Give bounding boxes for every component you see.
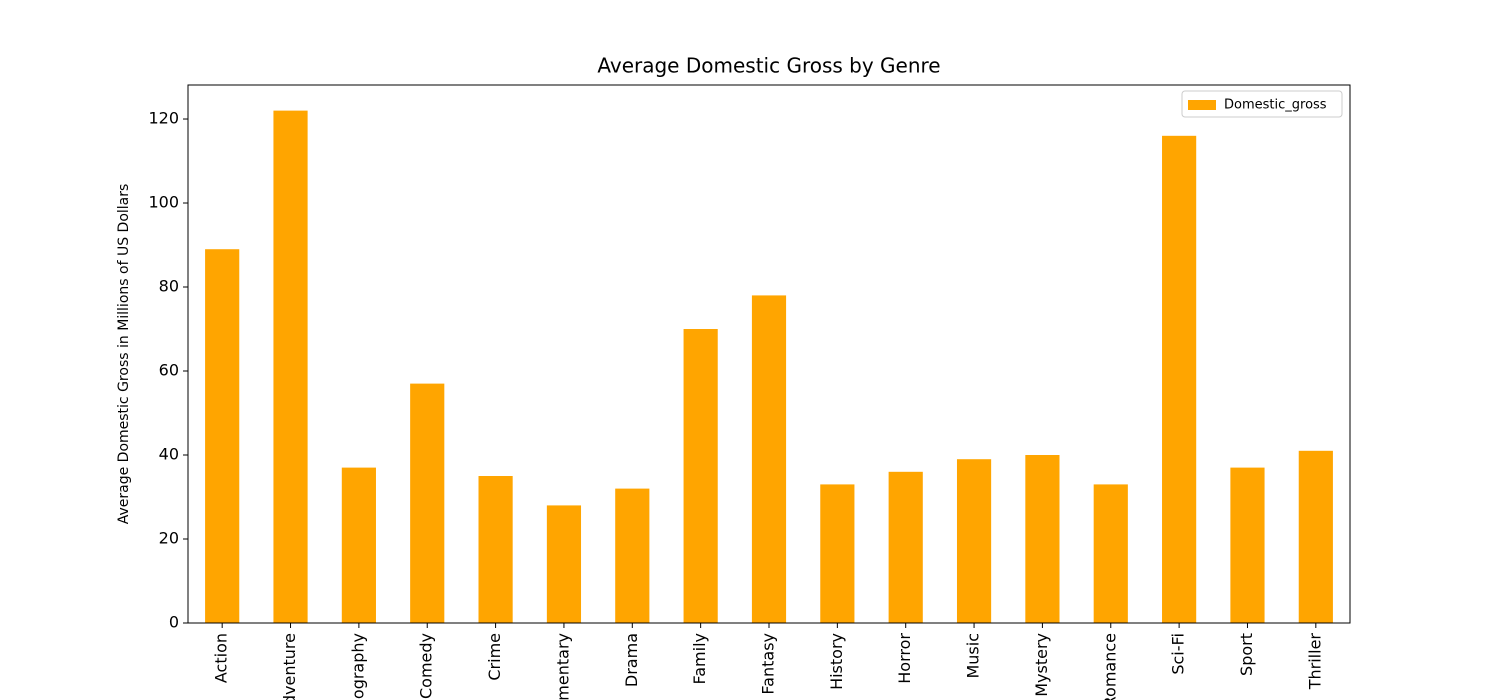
bar xyxy=(820,484,855,623)
y-tick-label: 80 xyxy=(159,277,179,296)
plot-frame xyxy=(187,84,1351,624)
y-tick-label: 0 xyxy=(169,613,179,632)
x-tick-label: Biography xyxy=(348,633,367,700)
x-tick-label: Thriller xyxy=(1305,633,1324,691)
x-tick-label: Adventure xyxy=(280,633,299,700)
bar xyxy=(1025,455,1060,623)
bar xyxy=(888,471,923,623)
y-tick-label: 100 xyxy=(148,193,179,212)
bar xyxy=(683,329,718,623)
legend-swatch xyxy=(1188,100,1216,110)
bar xyxy=(1230,467,1265,623)
legend-box xyxy=(1181,90,1343,118)
y-tick-label: 20 xyxy=(159,529,179,548)
x-tick-label: Crime xyxy=(485,633,504,681)
x-tick-label: Romance xyxy=(1100,633,1119,700)
x-tick-label: Sport xyxy=(1237,633,1256,676)
bar xyxy=(205,249,240,623)
x-tick-label: Music xyxy=(964,633,983,679)
bar xyxy=(273,110,308,624)
x-tick-label: Comedy xyxy=(417,633,436,699)
bar xyxy=(1298,450,1333,623)
x-tick-label: History xyxy=(827,633,846,690)
x-tick-label: Horror xyxy=(895,633,914,684)
bar xyxy=(1093,484,1128,623)
bar xyxy=(478,476,513,623)
legend-label: Domestic_gross xyxy=(1224,98,1327,113)
x-tick-label: Family xyxy=(690,633,709,684)
bar xyxy=(410,383,445,623)
x-tick-label: Mystery xyxy=(1032,633,1051,697)
bar xyxy=(956,459,992,623)
x-tick-label: Drama xyxy=(622,633,641,687)
y-tick-label: 120 xyxy=(148,109,179,128)
y-axis-label: Average Domestic Gross in Millions of US… xyxy=(116,184,132,525)
chart-title: Average Domestic Gross by Genre xyxy=(597,54,940,78)
x-tick-label: Sci-Fi xyxy=(1169,633,1188,675)
bar xyxy=(751,295,787,623)
bar xyxy=(546,505,582,623)
bar xyxy=(341,467,376,623)
bar xyxy=(615,488,650,623)
x-tick-label: Fantasy xyxy=(759,633,778,695)
y-tick-label: 60 xyxy=(159,361,179,380)
bar xyxy=(1162,135,1197,623)
x-tick-label: Action xyxy=(212,633,231,683)
x-tick-label: Documentary xyxy=(553,633,572,700)
y-tick-label: 40 xyxy=(159,445,179,464)
